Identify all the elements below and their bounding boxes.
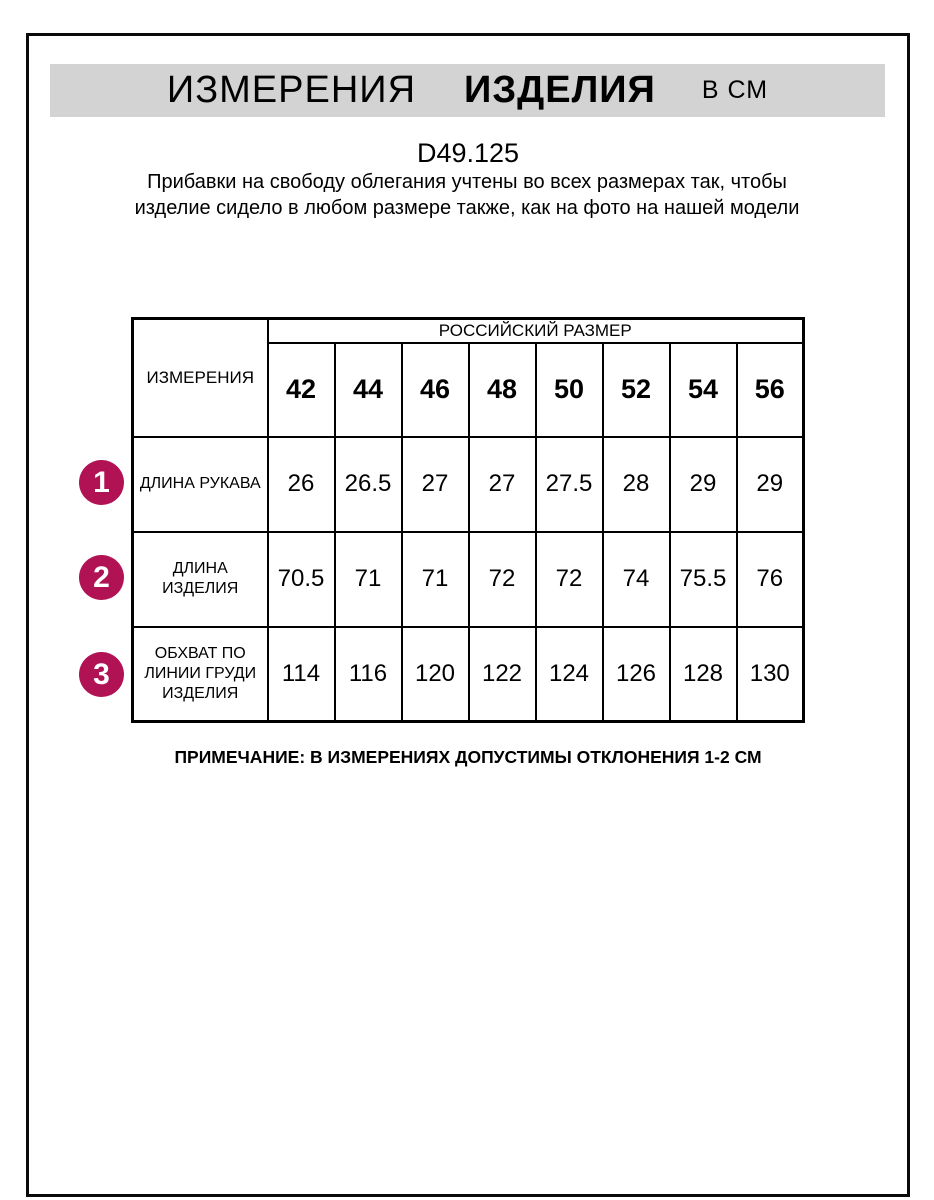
size-header-52: 52 <box>601 341 671 438</box>
size-header-56: 56 <box>735 341 805 438</box>
size-header-44: 44 <box>333 341 403 438</box>
table-size-header-row: 42 44 46 48 50 52 54 56 <box>133 341 805 438</box>
value-cell: 75.5 <box>668 530 738 628</box>
value-cell: 27.5 <box>534 435 604 533</box>
value-cell: 29 <box>668 435 738 533</box>
value-cell: 114 <box>266 625 336 723</box>
row-number-badge-3: 3 <box>79 652 124 697</box>
tolerance-note: ПРИМЕЧАНИЕ: В ИЗМЕРЕНИЯХ ДОПУСТИМЫ ОТКЛО… <box>174 747 762 767</box>
value-cell: 71 <box>333 530 403 628</box>
measurements-header-cell: ИЗМЕРЕНИЯ <box>131 317 269 438</box>
size-header-48: 48 <box>467 341 537 438</box>
value-cell: 27 <box>400 435 470 533</box>
value-cell: 72 <box>467 530 537 628</box>
value-cell: 74 <box>601 530 671 628</box>
value-cell: 130 <box>735 625 805 723</box>
table-row-garment-length: ДЛИНА ИЗДЕЛИЯ 70.5 71 71 72 72 74 75.5 7… <box>131 530 805 628</box>
value-cell: 116 <box>333 625 403 723</box>
units-label: В СМ <box>701 76 769 104</box>
size-group-header-cell: РОССИЙСКИЙ РАЗМЕР <box>266 317 805 344</box>
value-cell: 126 <box>601 625 671 723</box>
size-header-54: 54 <box>668 341 738 438</box>
value-cell: 28 <box>601 435 671 533</box>
table-row-chest-girth: ОБХВАТ ПО ЛИНИИ ГРУДИ ИЗДЕЛИЯ 114 116 12… <box>131 625 805 723</box>
page-title-bold: ИЗДЕЛИЯ <box>464 69 656 111</box>
value-cell: 70.5 <box>266 530 336 628</box>
value-cell: 72 <box>534 530 604 628</box>
size-header-42: 42 <box>266 341 336 438</box>
row-label-garment-length: ДЛИНА ИЗДЕЛИЯ <box>131 530 269 628</box>
value-cell: 26.5 <box>333 435 403 533</box>
table-row-sleeve-length: ДЛИНА РУКАВА 26 26.5 27 27 27.5 28 29 29 <box>131 435 805 533</box>
row-label-sleeve-length: ДЛИНА РУКАВА <box>131 435 269 533</box>
row-number-badge-1: 1 <box>79 460 124 505</box>
row-number-badge-2: 2 <box>79 555 124 600</box>
size-table: ИЗМЕРЕНИЯ РОССИЙСКИЙ РАЗМЕР 42 44 46 48 … <box>131 317 805 723</box>
value-cell: 122 <box>467 625 537 723</box>
value-cell: 71 <box>400 530 470 628</box>
value-cell: 27 <box>467 435 537 533</box>
size-header-46: 46 <box>400 341 470 438</box>
value-cell: 124 <box>534 625 604 723</box>
value-cell: 128 <box>668 625 738 723</box>
row-label-chest-girth: ОБХВАТ ПО ЛИНИИ ГРУДИ ИЗДЕЛИЯ <box>131 625 269 723</box>
value-cell: 29 <box>735 435 805 533</box>
table-header-row-group: ИЗМЕРЕНИЯ РОССИЙСКИЙ РАЗМЕР <box>131 317 805 438</box>
fit-description: Прибавки на свободу облегания учтены во … <box>134 171 800 219</box>
product-code: D49.125 <box>416 138 520 168</box>
value-cell: 120 <box>400 625 470 723</box>
size-header-50: 50 <box>534 341 604 438</box>
value-cell: 26 <box>266 435 336 533</box>
title-bar: ИЗМЕРЕНИЯ ИЗДЕЛИЯ В СМ <box>50 64 885 117</box>
page-title: ИЗМЕРЕНИЯ <box>166 69 417 111</box>
value-cell: 76 <box>735 530 805 628</box>
